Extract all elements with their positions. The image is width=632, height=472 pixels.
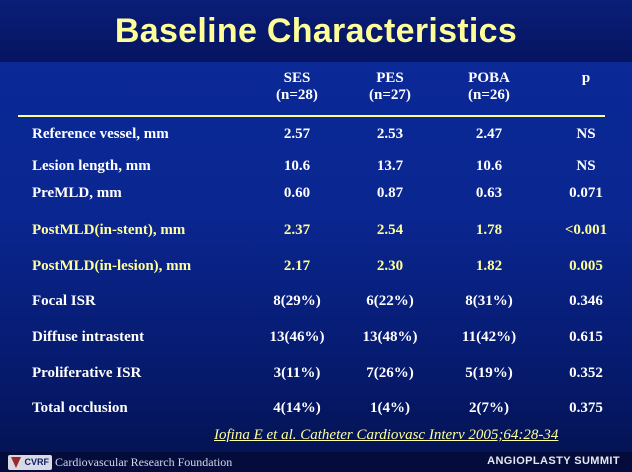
column-header-n: (n=28) (276, 87, 318, 103)
cell-pes: 2.53 (376, 126, 404, 142)
cell-poba: 11(42%) (461, 329, 517, 345)
logo-text: CVRF (24, 457, 50, 467)
column-header-n: (n=26) (468, 87, 510, 103)
table-row: Total occlusion 4(14%) 1(4%) 2(7%) 0.375 (0, 400, 632, 422)
table-row: Proliferative ISR 3(11%) 7(26%) 5(19%) 0… (0, 365, 632, 387)
cell-poba: 1.78 (475, 222, 503, 238)
cell-p: 0.346 (569, 293, 603, 309)
title-bar (0, 0, 632, 62)
table-row: Lesion length, mm 10.6 13.7 10.6 NS (0, 158, 632, 180)
column-header-name: SES (283, 70, 311, 86)
cvrf-logo-icon (11, 457, 21, 468)
cell-ses: 4(14%) (273, 400, 321, 416)
row-label: PostMLD(in-lesion), mm (32, 258, 192, 274)
cell-ses: 13(46%) (269, 329, 325, 345)
cell-ses: 0.60 (283, 185, 311, 201)
cell-p: 0.615 (569, 329, 603, 345)
cell-ses: 8(29%) (273, 293, 321, 309)
footer-bar (0, 452, 632, 472)
cell-poba: 2(7%) (469, 400, 509, 416)
cell-pes: 6(22%) (366, 293, 414, 309)
cell-pes: 0.87 (376, 185, 404, 201)
column-header-p: p (541, 70, 631, 87)
column-header-name: PES (376, 70, 404, 86)
row-label: Proliferative ISR (32, 365, 142, 381)
row-label: Total occlusion (32, 400, 128, 416)
slide-title: Baseline Characteristics (114, 12, 518, 50)
cell-p: NS (576, 126, 596, 142)
cell-pes: 1(4%) (370, 400, 410, 416)
cell-pes: 2.54 (376, 222, 404, 238)
table-row-highlight: PostMLD(in-lesion), mm 2.17 2.30 1.82 0.… (0, 258, 632, 280)
column-header-n: (n=27) (369, 87, 411, 103)
table-row: Focal ISR 8(29%) 6(22%) 8(31%) 0.346 (0, 293, 632, 315)
cell-poba: 0.63 (475, 185, 503, 201)
cell-p: 0.375 (569, 400, 603, 416)
header-divider (18, 115, 605, 117)
footer-organization: Cardiovascular Research Foundation (55, 455, 233, 469)
column-header-pes: PES (n=27) (345, 70, 435, 104)
cell-ses: 10.6 (283, 158, 311, 174)
row-label: PostMLD(in-stent), mm (32, 222, 186, 238)
cell-poba: 2.47 (475, 126, 503, 142)
column-header-name: POBA (468, 70, 510, 86)
footer-event: ANGIOPLASTY SUMMIT (487, 455, 620, 467)
cell-ses: 2.57 (283, 126, 311, 142)
cell-p: 0.352 (569, 365, 603, 381)
row-label: Diffuse intrastent (32, 329, 145, 345)
row-label: Lesion length, mm (32, 158, 151, 174)
table-row: Diffuse intrastent 13(46%) 13(48%) 11(42… (0, 329, 632, 351)
column-header-poba: POBA (n=26) (444, 70, 534, 104)
cell-poba: 10.6 (475, 158, 503, 174)
row-label: Focal ISR (32, 293, 96, 309)
column-header-ses: SES (n=28) (252, 70, 342, 104)
cell-ses: 2.37 (283, 222, 311, 238)
row-label: Reference vessel, mm (32, 126, 169, 142)
cell-pes: 13.7 (376, 158, 404, 174)
citation-text: Iofina E et al. Catheter Cardiovasc Inte… (214, 427, 559, 443)
column-header-name: p (581, 70, 591, 86)
cvrf-logo: CVRF (8, 455, 52, 470)
cell-poba: 1.82 (475, 258, 503, 274)
cell-ses: 2.17 (283, 258, 311, 274)
cell-p: NS (576, 158, 596, 174)
cell-poba: 5(19%) (465, 365, 513, 381)
cell-p: <0.001 (564, 222, 608, 238)
cell-pes: 13(48%) (362, 329, 418, 345)
table-row: PreMLD, mm 0.60 0.87 0.63 0.071 (0, 185, 632, 207)
cell-p: 0.005 (569, 258, 603, 274)
cell-poba: 8(31%) (465, 293, 513, 309)
row-label: PreMLD, mm (32, 185, 122, 201)
table-row: Reference vessel, mm 2.57 2.53 2.47 NS (0, 126, 632, 148)
cell-ses: 3(11%) (273, 365, 321, 381)
cell-pes: 2.30 (376, 258, 404, 274)
table-row-highlight: PostMLD(in-stent), mm 2.37 2.54 1.78 <0.… (0, 222, 632, 244)
cell-p: 0.071 (569, 185, 603, 201)
cell-pes: 7(26%) (366, 365, 414, 381)
citation: Iofina E et al. Catheter Cardiovasc Inte… (214, 427, 558, 444)
